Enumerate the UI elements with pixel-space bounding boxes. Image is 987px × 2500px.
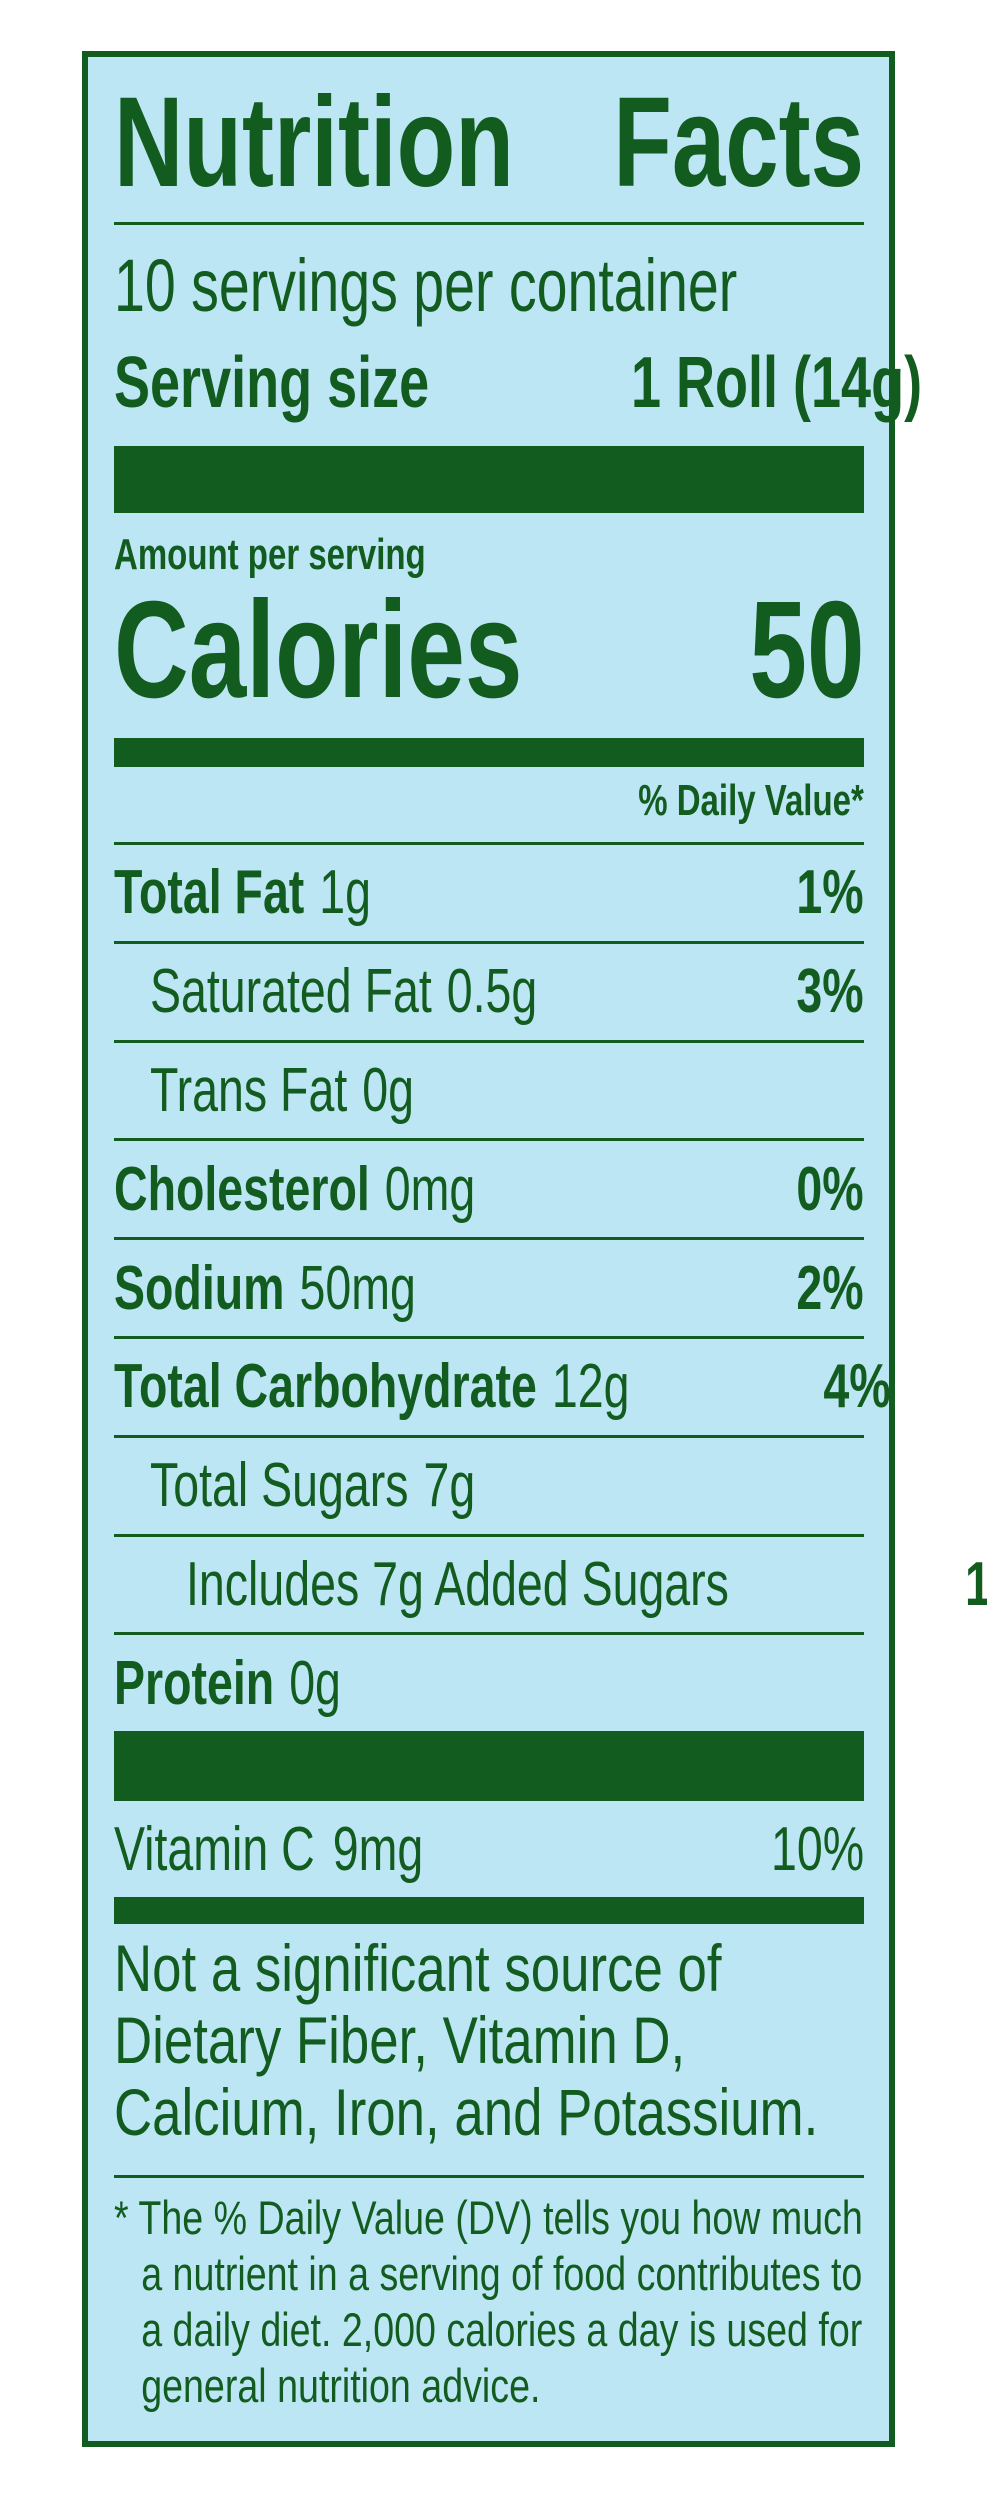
nutrient-row: Total Sugars 7g (114, 1438, 864, 1534)
rule (114, 1138, 864, 1142)
vitamin-dv: 10% (770, 1814, 864, 1884)
rule (114, 1237, 864, 1241)
vitamin-row: Vitamin C 9mg 10% (114, 1805, 864, 1893)
medium-bar (114, 738, 864, 767)
nutrient-amount: 0g (362, 1055, 414, 1125)
rule (114, 1434, 864, 1438)
nutrient-name: Protein (114, 1648, 275, 1718)
nutrient-left: Includes 7g Added Sugars (114, 1549, 729, 1620)
nutrient-left: Saturated Fat 0.5g (114, 956, 537, 1027)
nutrient-row: Protein 0g (114, 1635, 864, 1731)
nutrient-left: Total Sugars 7g (114, 1450, 475, 1521)
nutrient-name: Sodium (114, 1253, 285, 1323)
rule (114, 940, 864, 944)
nutrient-left: Protein 0g (114, 1648, 341, 1719)
title-wrap: Nutrition Facts (114, 78, 864, 208)
servings-wrap: 10 servings per container (114, 245, 864, 327)
thick-bar (114, 446, 864, 513)
nutrient-left: Trans Fat 0g (114, 1055, 414, 1126)
calories-value: 50 (748, 572, 864, 727)
nutrient-name: Total Carbohydrate (114, 1352, 537, 1422)
servings: 10 servings per container (114, 244, 738, 327)
vitamin-left: Vitamin C 9mg (114, 1814, 423, 1885)
nutrient-dv: 13% (965, 1549, 987, 1620)
nutrient-amount: 1g (319, 858, 372, 928)
nutrient-amount: 0g (289, 1648, 341, 1718)
nutrient-row: Trans Fat 0g (114, 1043, 864, 1139)
nutrient-name: Saturated Fat (150, 957, 432, 1027)
rule (114, 1632, 864, 1636)
medium-bar (114, 1897, 864, 1924)
nutrient-dv: 3% (796, 957, 864, 1027)
dv-header: % Daily Value* (638, 776, 864, 825)
calories-row: Calories 50 (114, 573, 864, 727)
nutrient-row: Total Fat 1g 1% (114, 845, 864, 941)
nutrient-left: Cholesterol 0mg (114, 1154, 475, 1225)
nutrient-amount: 50mg (299, 1253, 416, 1323)
footnote-wrap: Not a significant source of Dietary Fibe… (114, 1932, 864, 2162)
nutrient-amount: 7g (423, 1451, 476, 1521)
rule (114, 842, 864, 845)
dv-note-wrap: * The % Daily Value (DV) tells you how m… (114, 2190, 864, 2420)
rule (114, 1039, 864, 1043)
nutrient-dv: 1% (796, 858, 864, 928)
title: Nutrition Facts (114, 71, 864, 214)
nutrient-row: Total Carbohydrate 12g 4% (114, 1339, 891, 1435)
amount-per-serving: Amount per serving (114, 530, 426, 579)
nutrient-row: Sodium 50mg 2% (114, 1240, 864, 1336)
rule (114, 1533, 864, 1537)
nutrient-name: Total Sugars (150, 1451, 409, 1521)
nutrient-amount: 12g (551, 1352, 630, 1422)
nutrient-dv: 2% (796, 1253, 864, 1323)
footnote: Not a significant source of Dietary Fibe… (114, 1931, 819, 2149)
amount-wrap: Amount per serving (114, 532, 864, 578)
serving-size-row: Serving size 1 Roll (14g) (114, 342, 922, 424)
dv-note: * The % Daily Value (DV) tells you how m… (114, 2191, 863, 2412)
nutrient-left: Total Fat 1g (114, 857, 371, 928)
nutrient-left: Total Carbohydrate 12g (114, 1351, 629, 1422)
vitamin-amount: 9mg (332, 1814, 424, 1884)
serving-size-label: Serving size (114, 343, 430, 423)
nutrient-name: Total Fat (114, 858, 305, 928)
rule (114, 1336, 864, 1339)
nutrient-dv: 4% (823, 1352, 891, 1422)
nutrient-dv: 0% (796, 1154, 864, 1224)
nutrient-name: Includes 7g Added Sugars (186, 1549, 729, 1619)
dv-header-wrap: % Daily Value* (114, 776, 864, 826)
calories-label: Calories (114, 572, 523, 727)
rule (114, 2175, 864, 2178)
rule (114, 222, 864, 225)
thick-bar (114, 1731, 864, 1801)
nutrient-row: Cholesterol 0mg 0% (114, 1141, 864, 1237)
serving-size-value: 1 Roll (14g) (631, 343, 923, 423)
nutrient-left: Sodium 50mg (114, 1253, 416, 1324)
nutrient-row: Saturated Fat 0.5g 3% (114, 944, 864, 1040)
vitamin-name: Vitamin C (114, 1814, 315, 1884)
nutrient-name: Trans Fat (150, 1055, 348, 1125)
nutrient-amount: 0.5g (446, 957, 538, 1027)
nutrient-row: Includes 7g Added Sugars 13% (114, 1537, 987, 1633)
nutrient-name: Cholesterol (114, 1154, 370, 1224)
nutrient-amount: 0mg (384, 1154, 476, 1224)
